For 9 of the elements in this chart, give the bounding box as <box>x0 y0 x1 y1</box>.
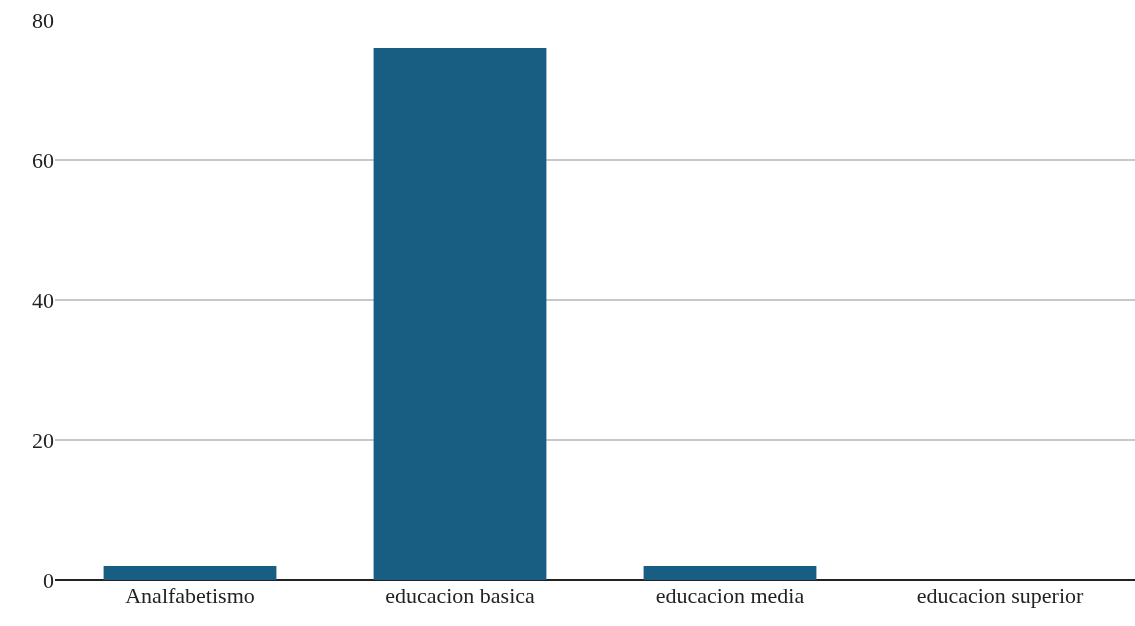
x-tick-label: educacion basica <box>385 583 536 608</box>
y-tick-label: 20 <box>32 427 54 453</box>
y-tick-label: 80 <box>32 7 54 33</box>
y-tick-label: 0 <box>43 567 54 593</box>
y-tick-label: 60 <box>32 147 54 173</box>
x-tick-label: educacion media <box>655 583 805 608</box>
x-tick-label: Analfabetismo <box>125 583 255 608</box>
x-tick-label: educacion superior <box>916 583 1085 608</box>
y-tick-label: 40 <box>32 287 54 313</box>
